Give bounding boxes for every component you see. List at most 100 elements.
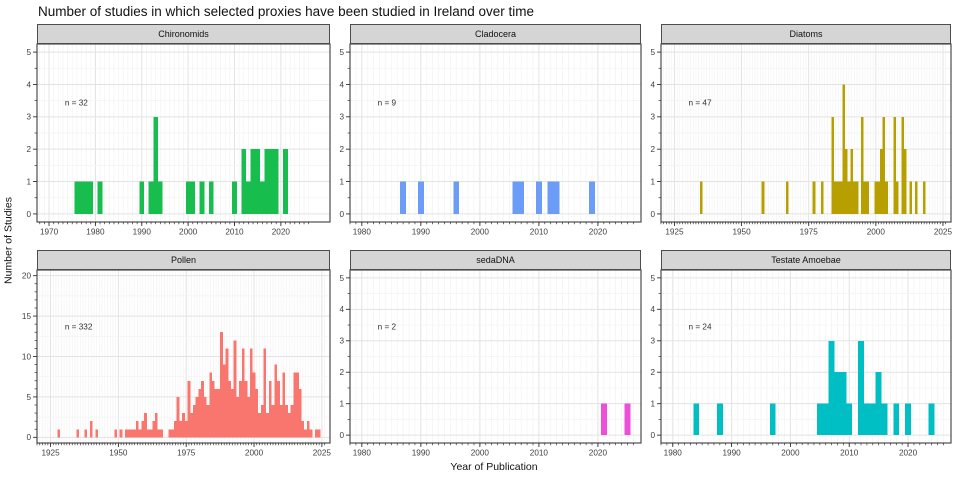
bar-pollen-1976 (187, 380, 191, 438)
bar-testate-amoebae-2010 (846, 403, 853, 436)
y-tick-label: 0 (339, 210, 344, 219)
bar-pollen-1958 (138, 429, 142, 438)
bar-diatoms-1992 (852, 181, 856, 214)
bar-pollen-1955 (130, 429, 134, 438)
bar-pollen-2010 (279, 405, 283, 438)
x-tick-label: 1925 (41, 449, 60, 458)
y-tick-label: 2 (26, 145, 31, 154)
bar-pollen-1989 (222, 364, 226, 438)
bar-diatoms-2011 (904, 149, 907, 214)
bar-pollen-1972 (176, 396, 180, 438)
bar-pollen-1928 (57, 429, 61, 438)
bar-pollen-1992 (230, 388, 234, 438)
y-tick-label: 5 (26, 48, 31, 57)
facet-panel-pollen: 1925 1950 1975 2000 2025 0 5 10 15 20 n = 332 (22, 269, 332, 458)
bar-pollen-2007 (271, 405, 275, 438)
y-tick-label: 0 (650, 210, 655, 219)
bar-pollen-1942 (95, 429, 99, 438)
y-tick-label: 5 (339, 48, 344, 57)
bar-pollen-1994 (236, 396, 240, 438)
bar-diatoms-1995 (861, 116, 864, 214)
x-tick-label: 2010 (225, 228, 244, 237)
y-tick-label: 1 (650, 177, 655, 186)
x-tick-label: 2000 (179, 228, 198, 237)
x-tick-label: 1970 (40, 228, 59, 237)
bar-chironomids-2016 (259, 181, 265, 214)
y-tick-label: 2 (339, 145, 344, 154)
y-tick-label: 3 (339, 113, 344, 122)
bar-diatoms-1958 (761, 181, 765, 214)
x-tick-label: 1980 (86, 228, 105, 237)
bar-diatoms-2010 (901, 116, 905, 214)
x-tick-label: 2010 (530, 228, 549, 237)
bar-pollen-1979 (195, 396, 199, 438)
bar-chironomids-1994 (158, 181, 163, 214)
bar-diatoms-2002 (879, 149, 883, 214)
bar-testate-amoebae-1997 (769, 403, 776, 436)
bar-pollen-1973 (179, 421, 183, 438)
bar-pollen-1940 (89, 421, 93, 438)
bar-pollen-2008 (274, 364, 278, 438)
bar-pollen-2020 (306, 421, 310, 438)
bar-chironomids-1978 (83, 181, 89, 214)
bar-pollen-1959 (141, 421, 145, 438)
bar-testate-amoebae-2015 (875, 372, 882, 436)
bar-pollen-1990 (225, 348, 229, 438)
y-tick-label: 2 (650, 368, 655, 377)
bar-cladocera-2006 (512, 181, 519, 214)
bar-pollen-1991 (228, 380, 231, 438)
bar-pollen-1977 (190, 413, 193, 438)
bar-pollen-1985 (211, 380, 215, 438)
bar-diatoms-1990 (847, 181, 851, 214)
y-tick-label: 1 (339, 400, 344, 409)
bar-pollen-1964 (155, 413, 158, 438)
n-annotation-sedadna: n = 2 (378, 323, 397, 332)
bar-diatoms-2003 (882, 116, 886, 214)
bar-pollen-1965 (157, 429, 161, 438)
bar-cladocera-2019 (589, 181, 595, 214)
bar-chironomids-2019 (273, 149, 279, 214)
facet-panel-sedadna: 1980 1990 2000 2010 2020 0 1 2 3 4 5 n = 2 (339, 269, 642, 458)
bar-testate-amoebae-2006 (822, 403, 829, 436)
bar-pollen-2000 (252, 372, 256, 438)
bar-chironomids-1992 (148, 181, 154, 214)
bar-pollen-1956 (133, 429, 137, 438)
facet-strip-label: Chironomids (158, 29, 209, 39)
n-annotation-cladocera: n = 9 (378, 98, 397, 107)
facet-strip-label: Cladocera (474, 29, 517, 39)
bar-pollen-1995 (239, 380, 242, 438)
bar-chironomids-2021 (283, 149, 288, 214)
bar-cladocera-1996 (453, 181, 460, 214)
bar-chironomids-2010 (232, 181, 237, 214)
bar-pollen-1970 (171, 429, 175, 438)
bar-chironomids-2013 (246, 181, 251, 214)
x-tick-label: 1950 (109, 449, 128, 458)
bar-pollen-1935 (76, 429, 80, 438)
bar-diatoms-1967 (785, 181, 789, 214)
bar-pollen-2017 (298, 388, 302, 438)
bar-pollen-2009 (277, 380, 280, 438)
bar-diatoms-2013 (909, 181, 913, 214)
bar-cladocera-1987 (400, 181, 407, 214)
x-tick-label: 2000 (781, 449, 800, 458)
bar-pollen-2023 (315, 429, 318, 438)
x-tick-label: 1975 (800, 228, 819, 237)
bar-pollen-1988 (220, 332, 223, 438)
y-tick-label: 5 (339, 274, 344, 283)
y-tick-label: 10 (22, 352, 32, 361)
bar-pollen-1971 (174, 421, 177, 438)
n-annotation-testate-amoebae: n = 24 (689, 323, 712, 332)
facet-panel-cladocera: 1980 1990 2000 2010 2020 0 1 2 3 4 5 n = 9 (339, 43, 642, 237)
y-tick-label: 3 (650, 337, 655, 346)
y-tick-label: 2 (650, 145, 655, 154)
y-tick-label: 1 (339, 177, 344, 186)
bar-chironomids-1990 (139, 181, 145, 214)
y-tick-label: 20 (22, 272, 32, 281)
bar-pollen-2019 (304, 429, 307, 438)
bar-testate-amoebae-1988 (716, 403, 723, 436)
x-tick-label: 2025 (313, 449, 332, 458)
x-tick-label: 1990 (133, 228, 152, 237)
y-tick-label: 4 (339, 305, 344, 314)
x-tick-label: 2010 (530, 449, 549, 458)
